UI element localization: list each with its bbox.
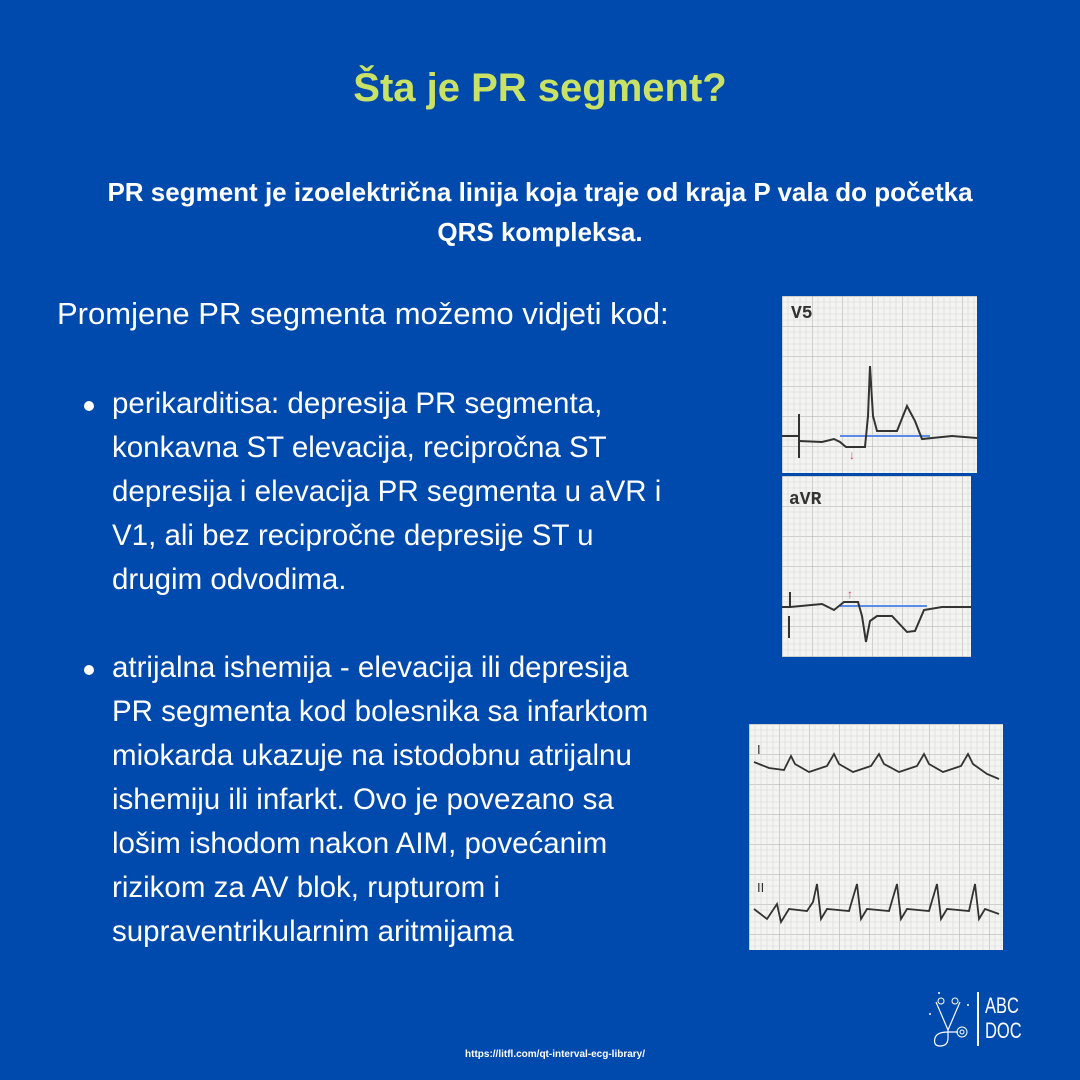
ecg-leads-i-ii-image: I II — [749, 724, 1003, 950]
definition: PR segment je izoelektrična linija koja … — [0, 172, 1080, 252]
page-title: Šta je PR segment? — [353, 66, 727, 110]
logo-line: DOC — [985, 1018, 1022, 1043]
abc-doc-logo: ABC DOC — [928, 990, 1038, 1050]
bullet-list: atrijalna ishemija - elevacija ili depre… — [80, 646, 720, 954]
bullet-pericarditis: perikarditisa: depresija PR segmenta, ko… — [80, 382, 720, 602]
stethoscope-icon — [929, 992, 969, 1047]
definition-line: QRS kompleksa. — [437, 217, 643, 247]
lead-label-i: I — [757, 742, 761, 757]
definition-line: PR segment je izoelektrična linija koja … — [107, 177, 973, 207]
intro-text: Promjene PR segmenta možemo vidjeti kod: — [57, 296, 669, 331]
bullet-list: perikarditisa: depresija PR segmenta, ko… — [80, 382, 720, 602]
logo-line: ABC — [985, 993, 1019, 1018]
ecg-avr-image: aVR ↑ — [782, 476, 971, 657]
up-arrow-icon: ↑ — [847, 587, 853, 601]
down-arrow-icon: ↓ — [849, 448, 855, 462]
ecg-v5-image: V5 ↓ — [782, 296, 977, 473]
source-link[interactable]: https://litfl.com/qt-interval-ecg-librar… — [465, 1049, 646, 1060]
logo-divider — [977, 992, 979, 1046]
lead-label-avr: aVR — [789, 490, 822, 510]
bullet-atrial-ischemia: atrijalna ishemija - elevacija ili depre… — [80, 646, 720, 954]
lead-label-ii: II — [757, 880, 764, 895]
lead-label-v5: V5 — [791, 304, 813, 324]
logo-text: ABC DOC — [985, 993, 1022, 1043]
